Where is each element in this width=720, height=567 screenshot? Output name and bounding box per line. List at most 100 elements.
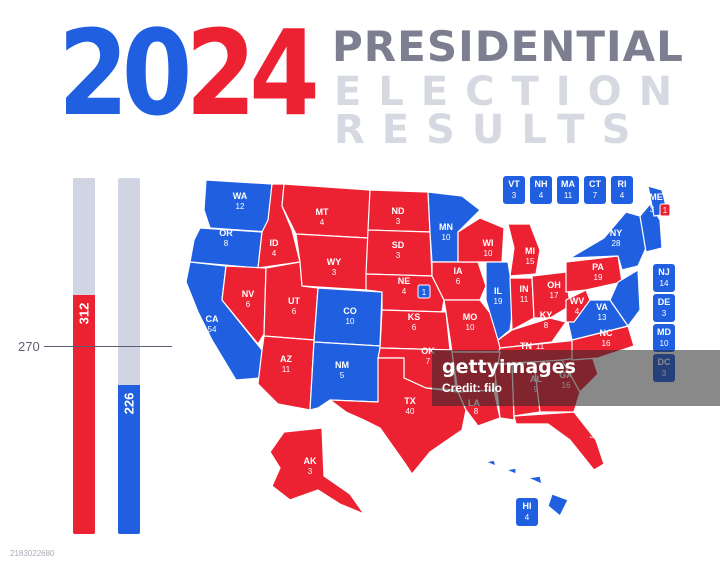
watermark-logo: gettyimages xyxy=(442,356,576,378)
label-va: VA xyxy=(596,302,608,312)
republican-bar-track: 312 xyxy=(73,178,95,534)
label-co: CO xyxy=(343,306,357,316)
votes-ca: 54 xyxy=(208,325,217,334)
votes-in: 11 xyxy=(520,295,529,304)
box-vt: VT 3 xyxy=(503,176,525,204)
label-or: OR xyxy=(219,228,233,238)
label-il: IL xyxy=(494,286,503,296)
box-de: DE 3 xyxy=(653,294,675,322)
state-wv xyxy=(565,289,591,323)
label-wi: WI xyxy=(483,238,494,248)
box-ma: MA 11 xyxy=(557,176,579,204)
box-hi: 4HI4 xyxy=(516,498,538,526)
votes-oh: 17 xyxy=(550,291,559,300)
label-ny: NY xyxy=(610,228,623,238)
votes-fl: 30 xyxy=(590,431,599,440)
label-nv: NV xyxy=(242,289,255,299)
label-wy: WY xyxy=(327,257,342,267)
label-ne: NE xyxy=(398,276,411,286)
label-pa: PA xyxy=(592,262,604,272)
year-first-half: 20 xyxy=(58,4,192,142)
threshold-label: 270 xyxy=(18,339,40,354)
label-tx: TX xyxy=(404,396,416,406)
threshold-line xyxy=(44,346,172,347)
state-wy xyxy=(295,233,369,291)
nebraska-district-marker xyxy=(417,284,431,299)
votes-il: 19 xyxy=(494,297,503,306)
votes-nd: 3 xyxy=(396,217,401,226)
state-mi xyxy=(507,223,541,277)
votes-sd: 3 xyxy=(396,251,401,260)
title-election: ELECTION xyxy=(334,69,690,115)
title-results: RESULTS xyxy=(334,107,648,153)
democrat-bar-track: 226 xyxy=(118,178,140,534)
votes-wi: 10 xyxy=(484,249,493,258)
state-ak xyxy=(269,427,365,515)
votes-wv: 4 xyxy=(575,307,580,316)
votes-mt: 4 xyxy=(320,218,325,227)
votes-az: 11 xyxy=(282,365,291,374)
votes-nv: 6 xyxy=(246,300,251,309)
state-hi xyxy=(485,459,569,517)
state-il xyxy=(485,261,515,341)
state-pa xyxy=(565,255,623,293)
state-tx xyxy=(329,357,467,475)
votes-la: 8 xyxy=(474,407,479,416)
label-ks: KS xyxy=(408,312,421,322)
label-mo: MO xyxy=(463,312,478,322)
votes-me: 3 xyxy=(650,205,655,214)
votes-ne: 4 xyxy=(402,287,407,296)
nebraska-district-votes: 1 xyxy=(422,288,427,297)
label-ok: OK xyxy=(421,346,435,356)
votes-ks: 6 xyxy=(412,323,417,332)
democrat-bar-fill xyxy=(118,385,140,534)
state-nj-md xyxy=(609,269,641,327)
state-or xyxy=(189,227,263,269)
image-id: 2183022680 xyxy=(10,549,55,558)
label-wv: WV xyxy=(570,296,585,306)
label-mi: MI xyxy=(525,246,535,256)
year-second-half: 24 xyxy=(185,4,319,142)
state-oh xyxy=(531,271,571,319)
label-mn: MN xyxy=(439,222,453,232)
label-me: ME xyxy=(649,192,663,202)
votes-mo: 10 xyxy=(466,323,475,332)
label-mt: MT xyxy=(316,207,329,217)
watermark-band xyxy=(432,350,720,406)
label-nc: NC xyxy=(600,328,613,338)
republican-bar-fill xyxy=(73,295,95,534)
title-presidential: PRESIDENTIAL xyxy=(332,22,684,71)
watermark-credit: Credit: filo xyxy=(442,381,502,395)
label-ut: UT xyxy=(288,296,300,306)
label-tn: TN xyxy=(520,341,532,351)
votes-ia: 6 xyxy=(456,277,461,286)
votes-tn: 11 xyxy=(536,342,545,351)
label-sd: SD xyxy=(392,240,405,250)
votes-wa: 12 xyxy=(236,202,245,211)
votes-id: 4 xyxy=(272,249,277,258)
label-wa: WA xyxy=(233,191,248,201)
box-ri: RI 4 xyxy=(611,176,633,204)
votes-co: 10 xyxy=(346,317,355,326)
box-ct: CT 7 xyxy=(584,176,606,204)
label-fl: FL xyxy=(589,420,600,430)
votes-ak: 3 xyxy=(308,467,313,476)
votes-va: 13 xyxy=(598,313,607,322)
state-nm xyxy=(309,341,381,411)
votes-mi: 15 xyxy=(526,257,535,266)
maine-district-votes: 1 xyxy=(663,206,668,215)
votes-ny: 28 xyxy=(612,239,621,248)
label-ak: AK xyxy=(304,456,317,466)
state-nv xyxy=(221,265,267,345)
label-id: ID xyxy=(270,238,280,248)
box-nj: NJ 14 xyxy=(653,264,675,292)
label-nm: NM xyxy=(335,360,349,370)
votes-ok: 7 xyxy=(426,357,431,366)
label-ky: KY xyxy=(540,310,553,320)
maine-district-marker xyxy=(659,203,671,217)
label-nd: ND xyxy=(392,206,405,216)
votes-nc: 16 xyxy=(602,339,611,348)
votes-nm: 5 xyxy=(340,371,345,380)
label-ca: CA xyxy=(206,314,219,324)
